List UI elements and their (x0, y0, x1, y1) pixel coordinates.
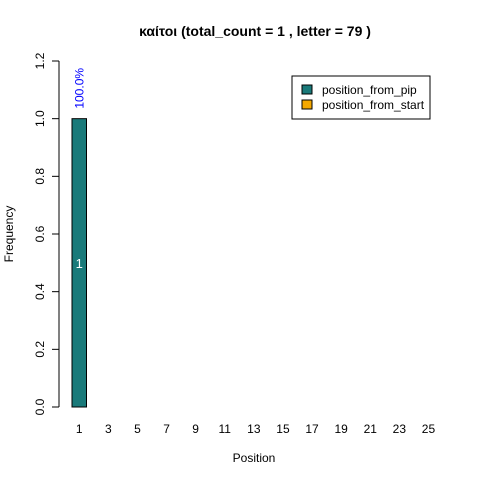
x-tick-label: 5 (134, 422, 141, 436)
x-tick-label: 15 (276, 422, 290, 436)
y-axis: 0.0 0.2 0.4 0.6 0.8 1.0 1.2 (33, 52, 60, 415)
y-tick-label: 1.2 (33, 52, 47, 69)
y-tick-label: 0.8 (33, 168, 47, 185)
x-tick-label: 11 (219, 422, 232, 436)
y-axis-label: Frequency (2, 206, 16, 263)
y-tick-label: 0.0 (33, 398, 47, 415)
y-tick-label: 1.0 (33, 110, 47, 127)
x-tick-label: 19 (334, 422, 348, 436)
x-tick-label: 9 (192, 422, 199, 436)
x-axis-label: Position (233, 451, 276, 465)
y-tick-label: 0.6 (33, 225, 47, 242)
bar-percent-label: 100.0% (72, 68, 86, 109)
legend-swatch-start (301, 99, 313, 110)
x-tick-label: 21 (364, 422, 378, 436)
x-tick-label: 1 (76, 422, 83, 436)
x-tick-label: 25 (422, 422, 436, 436)
x-tick-label: 23 (393, 422, 407, 436)
y-tick-label: 0.4 (33, 283, 47, 300)
legend-swatch-pip (301, 84, 313, 95)
legend-label-pip: position_from_pip (322, 83, 417, 97)
bars-group: 100.0% 1 (71, 68, 87, 408)
x-tick-label: 7 (163, 422, 170, 436)
bar-pip-1 (71, 118, 87, 408)
x-tick-labels: 1 3 5 7 9 11 13 15 17 19 21 23 25 (76, 422, 436, 436)
x-tick-label: 13 (247, 422, 261, 436)
bar-count-label: 1 (76, 256, 83, 271)
legend: position_from_pip position_from_start (291, 75, 431, 120)
legend-box (291, 75, 431, 120)
x-tick-label: 3 (105, 422, 112, 436)
y-tick-label: 0.2 (33, 341, 47, 358)
x-tick-label: 17 (305, 422, 319, 436)
chart-title: καίτοι (total_count = 1 , letter = 79 ) (139, 23, 371, 39)
legend-label-start: position_from_start (322, 98, 425, 112)
